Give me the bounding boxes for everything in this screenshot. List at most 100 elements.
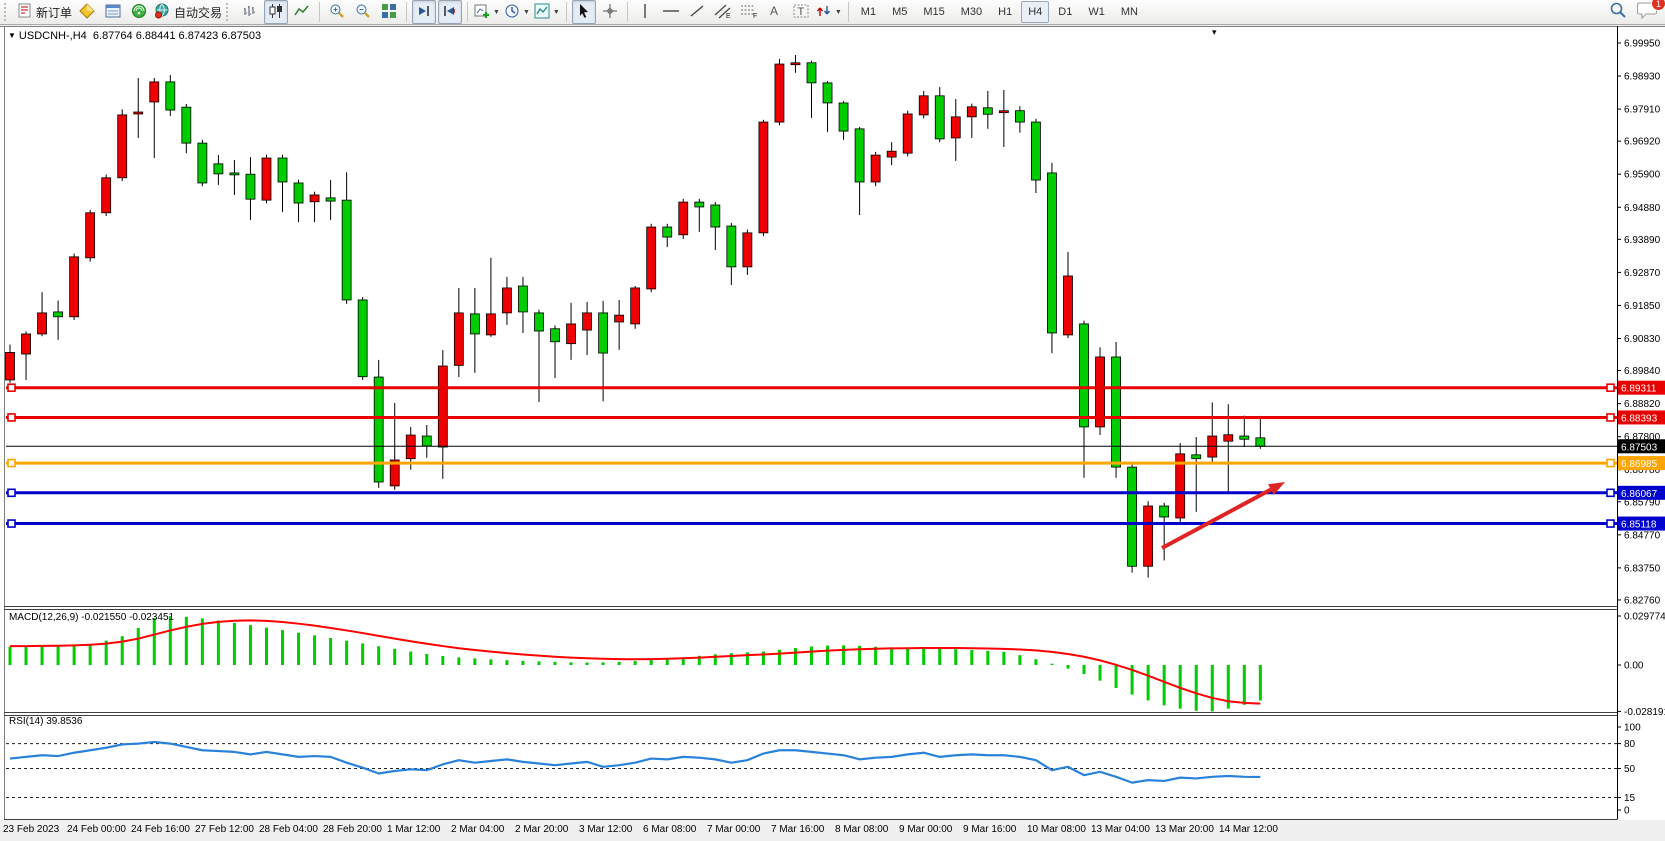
- navigator-button[interactable]: [127, 0, 151, 24]
- candle: [405, 434, 416, 460]
- timeframe-m1[interactable]: M1: [860, 6, 877, 18]
- time-tick: 8 Mar 08:00: [835, 824, 889, 835]
- candle: [261, 157, 272, 201]
- macd-histogram-bar: [441, 655, 445, 665]
- price-scale[interactable]: 6.99950 6.98930 6.97910 6.96920 6.95900 6.948…: [1617, 39, 1665, 607]
- zoom-out-button[interactable]: [351, 0, 375, 24]
- candle: [277, 157, 288, 183]
- timeframe-h4[interactable]: H4: [1021, 1, 1050, 23]
- macd-histogram-bar: [1178, 665, 1182, 709]
- macd-histogram-bar: [553, 661, 557, 665]
- templates-button[interactable]: ▼: [533, 0, 561, 24]
- price-tag: [1618, 516, 1665, 531]
- line-anchor-marker[interactable]: [1606, 519, 1615, 528]
- autotrading-button[interactable]: 自动交易: [153, 0, 223, 24]
- timeframe-m30[interactable]: M30: [960, 6, 983, 18]
- candle: [950, 116, 961, 139]
- macd-histogram-bar: [1082, 665, 1086, 675]
- cursor-button[interactable]: [571, 0, 596, 24]
- line-anchor-marker[interactable]: [1606, 488, 1615, 498]
- macd-histogram-bar: [1018, 655, 1022, 665]
- time-tick: 6 Mar 08:00: [643, 824, 697, 835]
- macd-histogram-bar: [88, 643, 92, 665]
- toolbar-separator: [319, 2, 321, 22]
- macd-histogram-bar: [232, 622, 236, 665]
- toolbar-drag-handle[interactable]: [4, 3, 11, 21]
- chart-shift-button[interactable]: [412, 0, 437, 24]
- periods-button[interactable]: ▼: [503, 0, 531, 24]
- time-scale[interactable]: 23 Feb 2023 24 Feb 00:00 24 Feb 16:00 27 Fe…: [3, 824, 1278, 835]
- line-anchor-marker[interactable]: [1606, 383, 1615, 393]
- price-tick: 6.82760: [1624, 595, 1661, 606]
- notifications-button[interactable]: 1: [1637, 0, 1665, 25]
- arrow-annotation[interactable]: [1161, 482, 1285, 550]
- line-anchor-marker[interactable]: [7, 413, 16, 422]
- candle: [1143, 505, 1154, 567]
- candle: [197, 142, 208, 184]
- line-anchor-marker[interactable]: [1606, 413, 1615, 422]
- candle: [5, 352, 15, 381]
- macd-histogram-bar: [585, 662, 589, 665]
- new-chart-button[interactable]: ▼: [473, 0, 501, 24]
- timeframe-d1[interactable]: D1: [1058, 6, 1073, 18]
- candles: [5, 54, 1266, 578]
- macd-histogram-bar: [1114, 665, 1118, 689]
- timeframe-m5[interactable]: M5: [892, 6, 908, 18]
- zoom-in-button[interactable]: [325, 0, 349, 24]
- search-icon[interactable]: [1609, 1, 1627, 24]
- crosshair-button[interactable]: [598, 0, 622, 24]
- price-tick: 6.96920: [1624, 137, 1661, 148]
- macd-histogram-bar: [1194, 665, 1198, 711]
- arrows-shapes-button[interactable]: ▼: [815, 0, 843, 24]
- toolbar-drag-handle[interactable]: [226, 3, 233, 21]
- toolbar-separator: [626, 2, 628, 22]
- macd-histogram-bar: [24, 646, 28, 665]
- trendline-button[interactable]: [685, 0, 709, 24]
- line-anchor-marker[interactable]: [7, 383, 16, 393]
- macd-tick: -0.028191: [1624, 707, 1665, 718]
- candle: [726, 225, 737, 268]
- timeframe-h1[interactable]: H1: [998, 6, 1013, 18]
- timeframe-mn[interactable]: MN: [1120, 6, 1138, 18]
- line-anchor-marker[interactable]: [7, 519, 16, 528]
- chart-candles-button[interactable]: [264, 0, 289, 24]
- fibonacci-button[interactable]: F: [737, 0, 761, 24]
- candle: [1079, 323, 1089, 428]
- channel-button[interactable]: E: [711, 0, 735, 24]
- candle: [117, 114, 128, 179]
- chart-bars-button[interactable]: [238, 0, 262, 24]
- macd-histogram-bar: [56, 645, 60, 665]
- new-order-button[interactable]: 新订单: [16, 0, 73, 24]
- text-label-button[interactable]: T: [789, 0, 813, 24]
- dropdown-arrow-icon: ▼: [834, 8, 842, 16]
- auto-scroll-button[interactable]: [438, 0, 463, 24]
- timeframe-m15[interactable]: M15: [923, 6, 945, 18]
- price-tag-value: 6.86985: [1621, 459, 1658, 470]
- vertical-line-button[interactable]: [633, 0, 657, 24]
- macd-histogram-bar: [633, 661, 637, 665]
- data-window-button[interactable]: [101, 0, 125, 24]
- chart-line-button[interactable]: [290, 0, 314, 24]
- tile-windows-button[interactable]: [377, 0, 401, 24]
- chart-canvas[interactable]: 6.99950 6.98930 6.97910 6.96920 6.95900 6.948…: [0, 26, 1665, 841]
- macd-histogram-bar: [1162, 665, 1166, 706]
- price-tag-value: 6.88393: [1621, 413, 1658, 424]
- text-button[interactable]: A: [763, 0, 787, 24]
- macd-histogram-bar: [104, 640, 108, 665]
- line-anchor-marker[interactable]: [7, 458, 16, 468]
- line-anchor-marker[interactable]: [7, 488, 16, 498]
- time-tick: 27 Feb 12:00: [195, 824, 254, 835]
- macd-histogram-bar: [1258, 665, 1262, 701]
- timeframe-w1[interactable]: W1: [1088, 6, 1105, 18]
- macd-histogram-bar: [954, 649, 958, 665]
- macd-histogram-bar: [1050, 663, 1054, 665]
- candle: [373, 376, 384, 483]
- line-anchor-marker[interactable]: [1606, 458, 1615, 468]
- market-watch-button[interactable]: [75, 0, 99, 24]
- horizontal-line-button[interactable]: [659, 0, 683, 24]
- candle: [646, 226, 657, 290]
- candle: [53, 311, 63, 318]
- candle: [1255, 437, 1266, 447]
- candle: [1014, 110, 1025, 123]
- horizontal-lines[interactable]: [6, 383, 1617, 528]
